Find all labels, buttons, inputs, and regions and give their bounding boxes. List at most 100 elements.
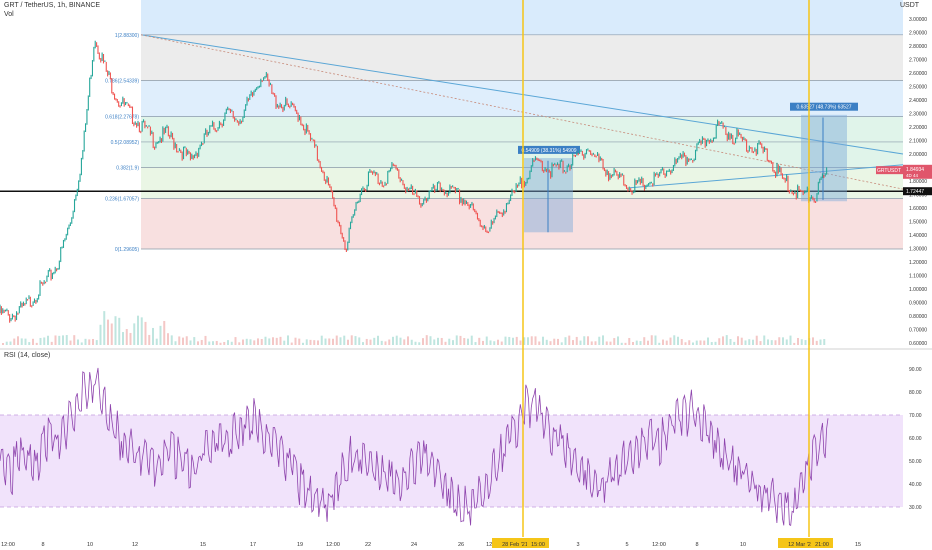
volume-bar [272, 337, 274, 345]
price-tick: 1.60000 [909, 206, 927, 212]
volume-bar [617, 336, 619, 345]
volume-bar [279, 336, 282, 345]
volume-bar [200, 339, 203, 345]
time-tick: 21:00 [815, 542, 829, 548]
volume-bar [523, 337, 526, 345]
volume-bar [125, 329, 128, 345]
time-highlight [527, 538, 549, 548]
volume-bar [238, 342, 241, 345]
volume-bar [47, 335, 49, 345]
volume-bar [684, 342, 687, 345]
volume-bar [804, 340, 807, 345]
price-tick: 0.70000 [909, 328, 927, 334]
volume-bar [455, 335, 458, 345]
volume-bar [223, 341, 226, 345]
volume-bar [797, 337, 799, 345]
volume-bar [549, 341, 552, 345]
time-tick: 12 Mar '21 [788, 542, 814, 548]
trendline-upper [140, 34, 904, 155]
volume-bar [358, 337, 361, 345]
volume-bar [257, 338, 259, 345]
volume-bar [324, 338, 327, 345]
rsi-label: RSI (14, close) [4, 352, 51, 359]
volume-bar [347, 339, 349, 345]
volume-bar [260, 338, 263, 345]
volume-bar [602, 335, 604, 345]
time-tick: 17 [250, 542, 256, 548]
volume-bar [28, 342, 31, 345]
time-tick: 22 [365, 542, 371, 548]
volume-bar [182, 337, 184, 345]
volume-bar [24, 338, 27, 345]
volume-bar [508, 336, 511, 345]
fib-band [141, 34, 903, 81]
volume-bar [92, 338, 94, 345]
volume-bar [122, 332, 124, 345]
last-price: 1.84934 [906, 167, 924, 173]
volume-bar [343, 335, 346, 345]
volume-bar [628, 337, 631, 345]
volume-bar [107, 319, 109, 345]
volume-bar [725, 335, 728, 345]
volume-bar [437, 337, 439, 345]
fib-band [141, 116, 903, 142]
volume-bar [388, 339, 391, 345]
time-tick: 19 [297, 542, 303, 548]
volume-bar [219, 342, 222, 345]
symbol-title: GRT / TetherUS, 1h, BINANCE [4, 2, 101, 9]
time-tick: 12 [132, 542, 138, 548]
volume-bar [643, 337, 646, 345]
fib-label: 0.382(1.9) [116, 166, 139, 172]
rsi-tick: 60.00 [909, 436, 922, 442]
time-tick: 8 [41, 542, 44, 548]
volume-bar [137, 315, 139, 345]
volume-bar [459, 335, 462, 345]
volume-bar [819, 339, 822, 345]
volume-bar [17, 336, 19, 345]
volume-bar [770, 340, 773, 345]
volume-bar [88, 339, 91, 345]
volume-bar [579, 340, 582, 345]
time-tick: 8 [695, 542, 698, 548]
price-tick: 0.60000 [909, 341, 927, 347]
rsi-tick: 70.00 [909, 413, 922, 419]
price-tick: 1.00000 [909, 287, 927, 293]
volume-bar [590, 341, 593, 345]
volume-bar [268, 338, 271, 345]
volume-bar [320, 335, 323, 345]
volume-bar [620, 342, 623, 345]
volume-bar [212, 341, 214, 345]
price-tick: 2.30000 [909, 112, 927, 118]
price-tick: 2.80000 [909, 44, 927, 50]
volume-bar [493, 341, 496, 345]
volume-bar [362, 342, 364, 345]
volume-bar [632, 342, 634, 345]
hline-tag-bg [903, 187, 932, 196]
volume-bar [688, 340, 691, 345]
time-tick: 15:00 [531, 542, 545, 548]
volume-bar [2, 343, 4, 345]
volume-bar [695, 340, 698, 345]
fib-band [141, 80, 903, 117]
volume-bar [39, 337, 42, 345]
volume-bar [32, 338, 34, 345]
volume-bar [298, 338, 301, 345]
volume-bar [110, 323, 113, 345]
volume-bar [185, 336, 188, 345]
volume-bar [163, 320, 166, 345]
volume-bar [65, 335, 68, 345]
volume-bar [714, 341, 717, 345]
price-tick: 1.70000 [909, 193, 927, 199]
fib-label: 0.786(2.54339) [105, 79, 139, 85]
volume-bar [114, 316, 117, 345]
volume-bar [369, 339, 372, 345]
time-tick: 3 [576, 542, 579, 548]
volume-bar [373, 337, 376, 345]
volume-bar [354, 336, 357, 345]
volume-bar [527, 337, 529, 345]
volume-bar [170, 335, 173, 345]
volume-bar [407, 336, 409, 345]
price-tick: 1.20000 [909, 260, 927, 266]
volume-bar [530, 336, 533, 345]
